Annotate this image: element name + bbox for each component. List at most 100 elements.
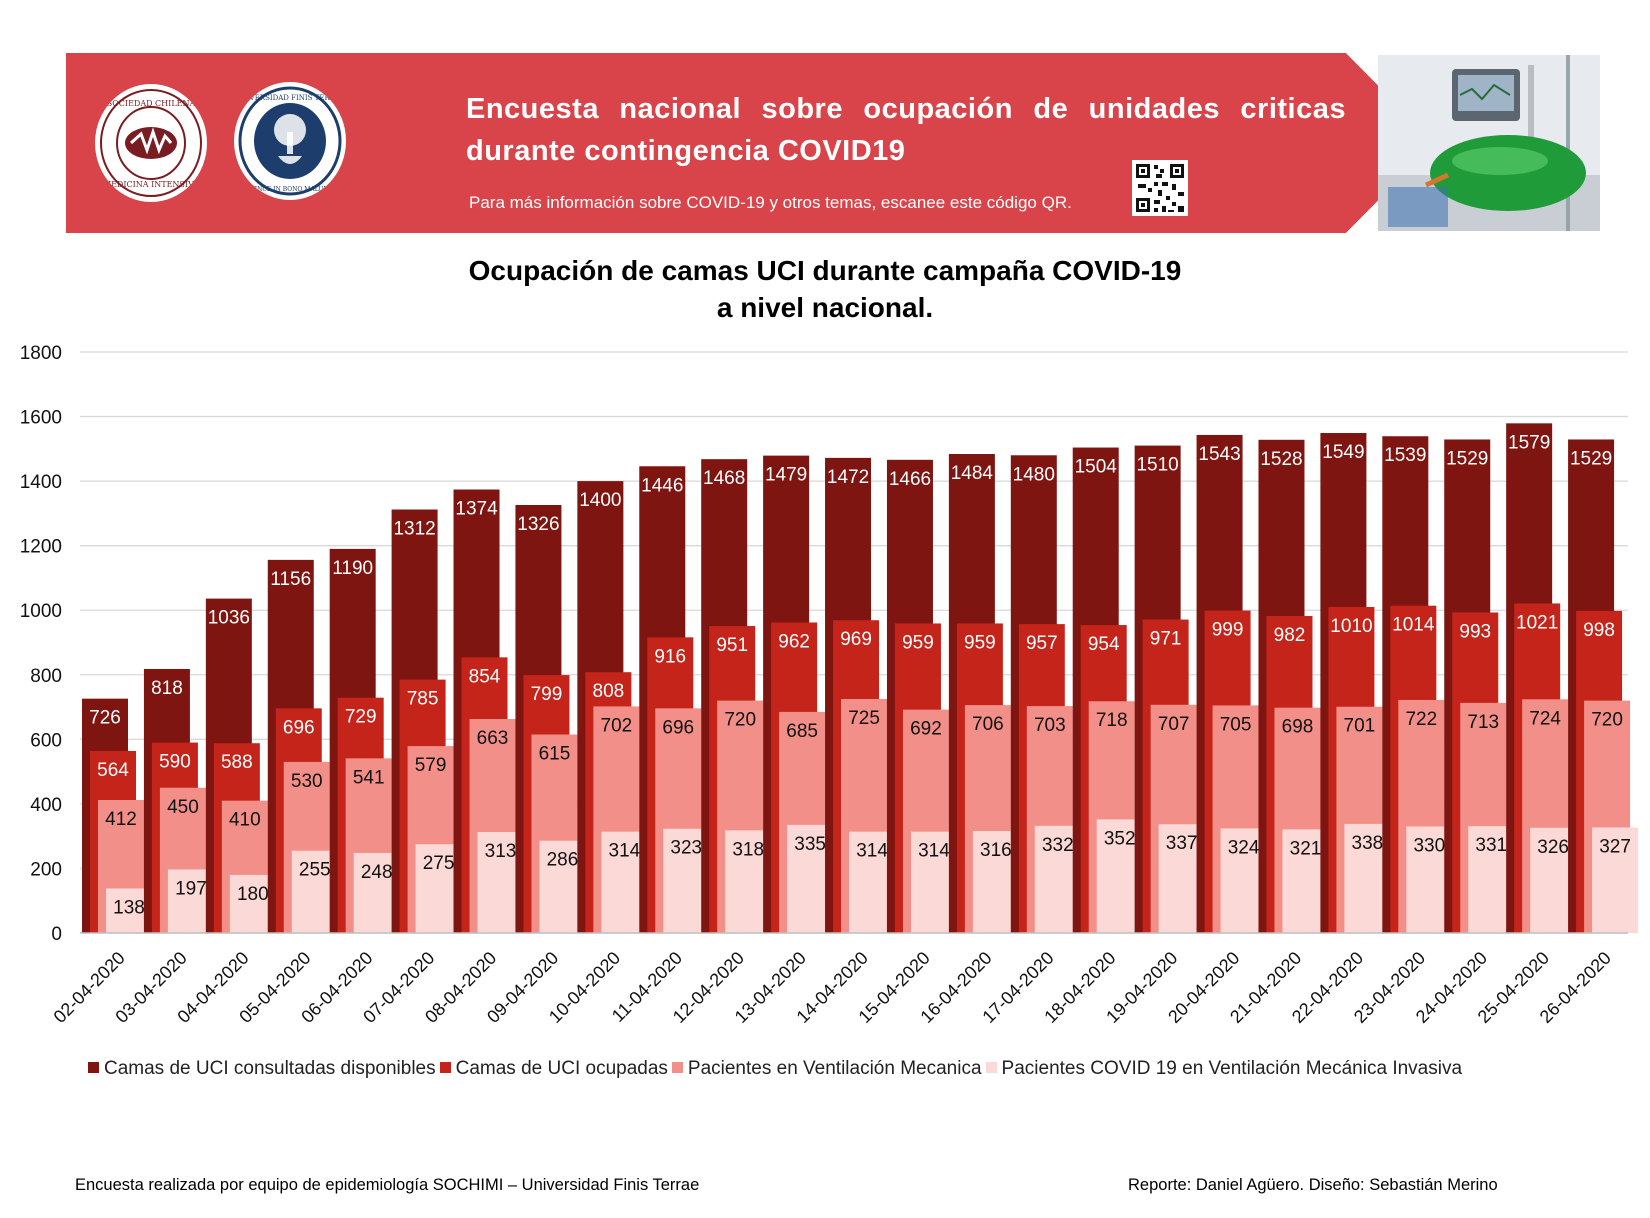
data-label: 962	[778, 631, 810, 652]
data-label: 705	[1220, 714, 1252, 735]
data-label: 331	[1475, 835, 1507, 856]
data-label: 959	[964, 632, 996, 653]
y-tick-label: 600	[30, 730, 62, 751]
banner-arrow	[66, 53, 1435, 233]
data-label: 954	[1088, 634, 1120, 655]
data-label: 1446	[641, 475, 683, 496]
legend-item: Camas de UCI consultadas disponibles	[88, 1058, 436, 1080]
y-tick-label: 1400	[20, 472, 62, 493]
y-tick-label: 400	[30, 795, 62, 816]
data-label: 720	[1591, 710, 1623, 731]
data-label: 713	[1467, 712, 1499, 733]
data-label: 1543	[1198, 444, 1240, 465]
data-label: 321	[1290, 838, 1322, 859]
data-label: 255	[299, 860, 331, 881]
legend-label: Pacientes COVID 19 en Ventilación Mecáni…	[1001, 1058, 1463, 1079]
y-tick-label: 1200	[20, 537, 62, 558]
data-label: 1504	[1075, 457, 1118, 478]
icu-ventilator-photo	[1378, 55, 1600, 231]
bar-3-24	[1592, 827, 1639, 933]
data-label: 696	[662, 717, 694, 738]
svg-text:UNIVERSIDAD FINIS TERRAE: UNIVERSIDAD FINIS TERRAE	[235, 94, 345, 102]
footer-credit-survey: Encuesta realizada por equipo de epidemi…	[75, 1176, 700, 1194]
data-label: 1156	[270, 569, 311, 590]
data-label: 998	[1583, 620, 1615, 641]
data-label: 530	[291, 771, 323, 792]
qr-code-icon[interactable]	[1132, 160, 1188, 216]
data-label: 323	[670, 838, 702, 859]
data-label: 1466	[889, 469, 931, 490]
data-label: 1529	[1446, 448, 1488, 469]
footer-credit-report: Reporte: Daniel Agüero. Diseño: Sebastiá…	[1128, 1176, 1498, 1194]
legend-item: Pacientes en Ventilación Mecanica	[671, 1058, 982, 1080]
data-label: 1529	[1570, 448, 1612, 469]
header-subtitle: Para más información sobre COVID-19 y ot…	[469, 193, 1072, 212]
data-label: 718	[1096, 710, 1128, 731]
data-label: 971	[1150, 629, 1182, 650]
data-label: 1579	[1508, 432, 1550, 453]
svg-text:MEDICINA INTENSIVA: MEDICINA INTENSIVA	[103, 180, 199, 189]
data-label: 808	[593, 681, 625, 702]
data-label: 854	[469, 666, 501, 687]
data-label: 579	[415, 755, 447, 776]
svg-text:SOCIEDAD CHILENA: SOCIEDAD CHILENA	[107, 99, 196, 108]
y-tick-label: 0	[51, 924, 62, 945]
data-label: 1312	[393, 519, 435, 540]
data-label: 982	[1274, 625, 1306, 646]
data-label: 696	[283, 717, 315, 738]
data-label: 318	[732, 839, 764, 860]
data-label: 588	[221, 752, 253, 773]
y-tick-label: 800	[30, 666, 62, 687]
data-label: 541	[353, 767, 385, 788]
data-label: 692	[910, 719, 942, 740]
y-tick-label: 1600	[20, 408, 62, 429]
data-label: 330	[1413, 835, 1445, 856]
legend-item: Pacientes COVID 19 en Ventilación Mecáni…	[985, 1058, 1463, 1080]
data-label: 1468	[703, 468, 745, 489]
data-label: 916	[654, 646, 686, 667]
data-label: 1480	[1013, 464, 1055, 485]
data-label: 332	[1042, 835, 1074, 856]
legend-label: Camas de UCI consultadas disponibles	[104, 1058, 436, 1079]
data-label: 1539	[1384, 445, 1426, 466]
data-label: 1400	[579, 490, 621, 511]
data-label: 313	[485, 841, 517, 862]
chart-title: Ocupación de camas UCI durante campaña C…	[468, 255, 1182, 286]
data-label: 1326	[517, 514, 559, 535]
legend-swatch	[439, 1062, 451, 1073]
data-label: 564	[97, 760, 129, 781]
y-tick-label: 200	[30, 859, 62, 880]
data-label: 316	[980, 840, 1012, 861]
data-label: 706	[972, 714, 1004, 735]
data-label: 799	[531, 684, 563, 705]
data-label: 1036	[208, 608, 250, 629]
data-label: 703	[1034, 715, 1066, 736]
data-label: 275	[423, 853, 455, 874]
data-label: 701	[1344, 716, 1376, 737]
data-label: 726	[89, 708, 121, 729]
data-label: 1484	[951, 463, 994, 484]
data-label: 698	[1282, 717, 1314, 738]
data-label: 720	[724, 710, 756, 731]
x-axis: 02-04-202003-04-202004-04-202005-04-2020…	[50, 932, 1628, 1027]
data-label: 707	[1158, 714, 1190, 735]
data-label: 412	[105, 809, 137, 830]
y-axis: 0 200 400 600 800 1000 1200 1400 1600 1800	[20, 343, 62, 945]
data-label: 337	[1166, 833, 1198, 854]
chart-subtitle: a nivel nacional.	[716, 292, 934, 323]
data-label: 663	[477, 728, 509, 749]
universidad-finis-terrae-logo: UNIVERSIDAD FINIS TERRAE VINCE IN BONO M…	[234, 82, 346, 200]
data-label: 410	[229, 810, 261, 831]
bar-chart: 0 200 400 600 800 1000 1200 1400 1600 1800 726 564…	[20, 343, 1639, 1027]
data-label: 314	[609, 841, 641, 862]
data-label: 1021	[1516, 612, 1558, 633]
data-label: 993	[1459, 621, 1491, 642]
y-tick-label: 1000	[20, 601, 62, 622]
data-label: 326	[1537, 837, 1569, 858]
header-title: Encuesta nacional sobre ocupación de uni…	[466, 93, 1346, 167]
data-label: 999	[1212, 620, 1244, 641]
legend-label: Pacientes en Ventilación Mecanica	[687, 1058, 982, 1079]
svg-text:VINCE IN BONO MALUM: VINCE IN BONO MALUM	[249, 186, 329, 193]
data-label: 590	[159, 752, 191, 773]
data-label: 352	[1104, 828, 1136, 849]
